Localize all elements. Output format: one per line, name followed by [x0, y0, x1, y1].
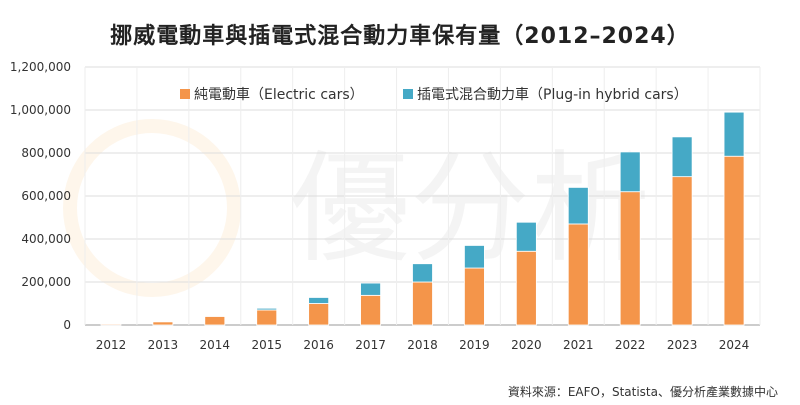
bar-electric: [152, 321, 174, 326]
x-axis: 2012 2013 2014 2015 2016 2017 2018 2019 2020 2021…: [96, 338, 750, 352]
legend-label-phev: 插電式混合動力車（Plug-in hybrid cars）: [417, 86, 688, 103]
bar-electric: [464, 267, 485, 326]
x-tick-label: 2023: [667, 338, 698, 352]
x-tick-label: 2024: [719, 338, 750, 352]
source-note: 資料來源：EAFO，Statista、優分析產業數據中心: [507, 385, 778, 399]
watermark-logo: 優分析: [63, 119, 650, 297]
bar-electric: [256, 309, 278, 326]
y-tick-label: 1,000,000: [10, 103, 71, 117]
x-tick-label: 2021: [563, 338, 594, 352]
bar-phev: [723, 111, 745, 157]
x-tick-label: 2016: [303, 338, 334, 352]
y-tick-label: 0: [63, 318, 71, 332]
bar-electric: [567, 223, 589, 326]
bar-phev: [671, 136, 693, 178]
bar-phev: [619, 151, 641, 193]
grid-lines: [84, 66, 761, 326]
y-tick-label: 200,000: [21, 275, 71, 289]
legend-label-electric: 純電動車（Electric cars）: [194, 86, 364, 103]
x-tick-label: 2013: [148, 338, 179, 352]
bar-phev: [515, 221, 537, 252]
bar-phev: [464, 245, 485, 269]
bar-electric: [412, 281, 433, 326]
y-tick-label: 400,000: [21, 232, 71, 246]
bar-electric: [515, 250, 537, 326]
bar-electric: [360, 294, 381, 326]
chart-title: 挪威電動車與插電式混合動力車保有量（2012–2024）: [110, 24, 690, 49]
y-tick-label: 1,200,000: [10, 60, 71, 74]
legend: 純電動車（Electric cars） 插電式混合動力車（Plug-in hyb…: [180, 86, 688, 103]
x-tick-label: 2017: [355, 338, 386, 352]
y-axis: 0 200,000 400,000 600,000 800,000 1,000,000 1,…: [10, 60, 71, 332]
bar-electric: [204, 315, 226, 326]
x-tick-label: 2012: [96, 338, 127, 352]
y-tick-label: 600,000: [21, 189, 71, 203]
y-tick-label: 800,000: [21, 146, 71, 160]
bar-phev: [256, 307, 278, 311]
bar-phev: [412, 263, 433, 283]
bars: [100, 111, 745, 326]
x-tick-label: 2020: [511, 338, 542, 352]
legend-swatch-phev: [403, 89, 413, 99]
x-tick-label: 2014: [200, 338, 231, 352]
bar-electric: [671, 176, 693, 326]
x-tick-label: 2019: [459, 338, 490, 352]
bar-phev: [360, 282, 381, 296]
bar-phev: [308, 297, 330, 304]
legend-swatch-electric: [180, 89, 190, 99]
x-tick-label: 2022: [615, 338, 646, 352]
x-tick-label: 2015: [251, 338, 282, 352]
bar-phev: [567, 186, 589, 225]
bar-phev: [204, 315, 226, 317]
x-tick-label: 2018: [407, 338, 438, 352]
bar-electric: [619, 191, 641, 326]
bar-electric: [308, 303, 330, 326]
bar-electric: [723, 155, 745, 326]
